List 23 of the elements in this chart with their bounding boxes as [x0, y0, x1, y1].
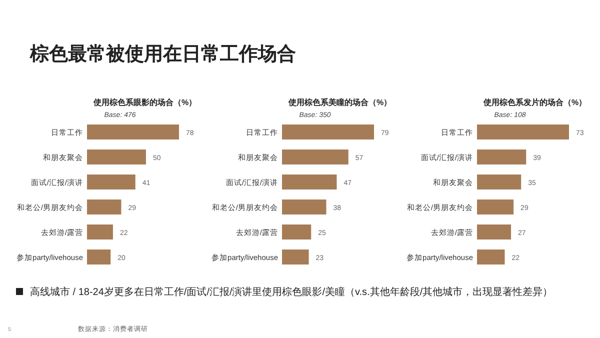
bar: [477, 174, 522, 190]
bar: [87, 174, 136, 190]
bar: [282, 224, 312, 240]
bar: [282, 200, 326, 214]
bar: [282, 174, 337, 190]
text: 棕色最常被使用在日常工作场合: [29, 43, 296, 65]
bar: [477, 200, 514, 214]
bar: [87, 124, 179, 140]
chart-title: 使用棕色系发片的场合（%）: [482, 98, 587, 107]
bar: [87, 200, 122, 214]
chart-title: 使用棕色系美瞳的场合（%）: [287, 97, 392, 107]
bar: [477, 124, 569, 140]
bar: [87, 150, 146, 164]
bar: [477, 224, 512, 240]
bar: [282, 150, 348, 164]
bar: [87, 250, 111, 264]
bar: [477, 150, 526, 164]
bar: [282, 124, 374, 140]
chart-title: 使用棕色系眼影的场合（%）: [92, 98, 197, 107]
bar: [282, 250, 309, 264]
bar: [87, 224, 113, 240]
text: 高线城市 / 18-24岁更多在日常工作/面试/汇报/演讲里使用棕色眼影/美瞳（v.s.其他年龄段/其他城市，出现显著性差异）: [30, 286, 553, 298]
bar: [477, 250, 505, 264]
